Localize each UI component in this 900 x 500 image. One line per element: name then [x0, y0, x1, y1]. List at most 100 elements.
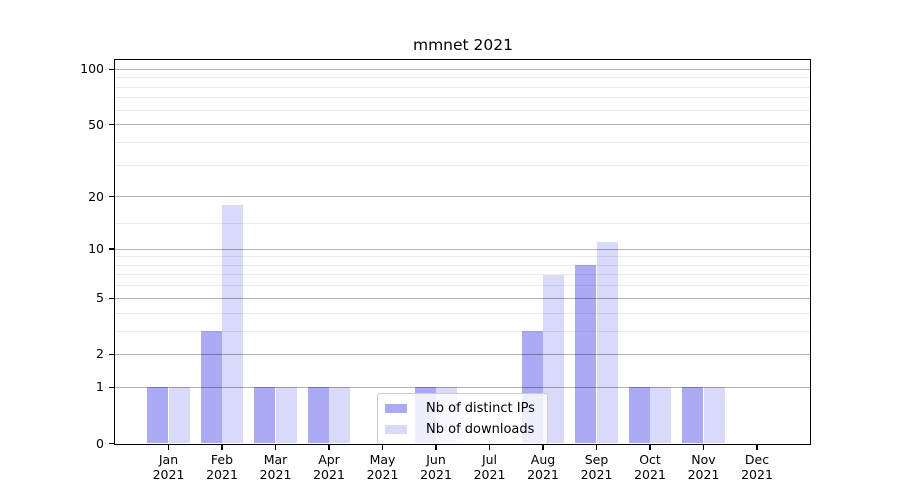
y-tick-2 — [108, 353, 115, 356]
legend-label-distinct-ips: Nb of distinct IPs — [426, 401, 535, 416]
legend-entry-distinct-ips: Nb of distinct IPs — [385, 400, 539, 417]
gridline-y-minor-7 — [115, 274, 811, 276]
x-tick-apr — [328, 443, 330, 450]
x-tick-month-apr: Apr — [318, 451, 340, 467]
bar-downloads-feb — [222, 204, 244, 444]
gridline-y-100 — [115, 68, 811, 70]
bar-downloads-sep — [596, 242, 618, 444]
x-tick-year-nov: 2021 — [687, 467, 720, 482]
legend-swatch-downloads — [385, 424, 407, 435]
y-tick-0 — [108, 442, 115, 445]
x-tick-year-jul: 2021 — [473, 467, 506, 482]
bar-downloads-oct — [650, 387, 672, 444]
gridline-y-minor-70 — [115, 97, 811, 99]
bar-distinct-ips-oct — [628, 387, 650, 444]
bar-distinct-ips-jan — [147, 387, 169, 444]
legend-entry-downloads: Nb of downloads — [385, 421, 539, 438]
y-tick-10 — [108, 248, 115, 250]
bar-distinct-ips-feb — [200, 331, 222, 444]
x-tick-month-may: May — [369, 451, 396, 467]
x-tick-label-sep: Sep 2021 — [565, 452, 629, 483]
x-tick-month-jul: Jul — [481, 451, 498, 467]
x-tick-month-nov: Nov — [691, 451, 716, 467]
gridline-y-minor-9 — [115, 256, 811, 258]
y-tick-100 — [108, 68, 115, 70]
x-tick-year-dec: 2021 — [741, 467, 773, 482]
x-tick-may — [381, 443, 384, 450]
gridline-y-minor-6 — [115, 285, 811, 287]
bar-downloads-apr — [329, 387, 351, 444]
x-tick-year-may: 2021 — [366, 467, 399, 482]
y-tick-label-0: 0 — [96, 435, 104, 451]
x-tick-month-oct: Oct — [639, 451, 661, 467]
x-tick-dec — [756, 443, 758, 450]
x-tick-label-mar: Mar 2021 — [244, 452, 308, 483]
gridline-y-minor-60 — [115, 109, 811, 111]
x-tick-label-nov: Nov 2021 — [672, 452, 736, 483]
gridline-y-50 — [115, 124, 811, 126]
x-tick-label-jun: Jun 2021 — [404, 452, 468, 483]
x-tick-year-sep: 2021 — [580, 467, 613, 482]
gridline-y-2 — [115, 353, 811, 355]
gridline-y-1 — [115, 386, 811, 388]
y-tick-5 — [108, 297, 115, 299]
gridline-y-10 — [115, 248, 811, 250]
x-tick-month-aug: Aug — [530, 451, 556, 467]
bar-distinct-ips-sep — [575, 265, 597, 444]
x-tick-month-dec: Dec — [744, 451, 770, 467]
y-tick-50 — [108, 124, 115, 126]
x-tick-nov — [702, 443, 705, 450]
x-tick-label-jan: Jan 2021 — [137, 452, 201, 483]
bar-distinct-ips-mar — [254, 387, 276, 444]
y-tick-label-100: 100 — [80, 61, 104, 77]
gridline-y-5 — [115, 297, 811, 299]
x-tick-label-oct: Oct 2021 — [618, 452, 682, 483]
legend-swatch-distinct-ips — [385, 403, 407, 414]
x-tick-year-apr: 2021 — [313, 467, 345, 482]
y-tick-label-1: 1 — [96, 379, 104, 395]
x-tick-jan — [167, 443, 170, 450]
bar-downloads-jan — [168, 387, 190, 444]
y-tick-label-50: 50 — [88, 116, 104, 132]
x-tick-jul — [488, 443, 491, 450]
y-tick-label-2: 2 — [96, 346, 104, 362]
legend: Nb of distinct IPs Nb of downloads — [377, 393, 548, 445]
chart-title: mmnet 2021 — [412, 36, 513, 54]
x-tick-year-mar: 2021 — [259, 467, 292, 482]
x-tick-oct — [649, 443, 651, 450]
bar-distinct-ips-apr — [307, 387, 329, 444]
x-tick-mar — [274, 443, 277, 450]
x-tick-year-feb: 2021 — [206, 467, 238, 482]
x-tick-label-jul: Jul 2021 — [458, 452, 522, 483]
gridline-y-minor-30 — [115, 164, 811, 166]
x-tick-month-jan: Jan — [158, 451, 179, 467]
bar-downloads-mar — [275, 387, 297, 444]
x-tick-sep — [595, 443, 598, 450]
x-tick-month-feb: Feb — [210, 451, 234, 467]
legend-label-downloads: Nb of downloads — [426, 422, 535, 437]
x-tick-feb — [221, 443, 223, 450]
bar-downloads-aug — [543, 274, 565, 444]
y-tick-label-5: 5 — [96, 290, 104, 306]
x-tick-year-oct: 2021 — [634, 467, 666, 482]
gridline-y-minor-90 — [115, 77, 811, 79]
x-tick-month-jun: Jun — [426, 451, 446, 467]
x-tick-jun — [435, 443, 437, 450]
y-tick-1 — [108, 386, 115, 388]
bar-downloads-nov — [703, 387, 725, 444]
gridline-y-minor-14 — [115, 223, 811, 225]
x-tick-aug — [542, 443, 544, 450]
gridline-y-20 — [115, 196, 811, 198]
gridline-y-minor-40 — [115, 141, 811, 143]
x-tick-label-aug: Aug 2021 — [511, 452, 575, 483]
x-tick-label-feb: Feb 2021 — [190, 452, 254, 483]
y-tick-label-10: 10 — [88, 241, 104, 257]
x-tick-month-mar: Mar — [263, 451, 288, 467]
x-tick-month-sep: Sep — [584, 451, 609, 467]
gridline-y-minor-3 — [115, 330, 811, 332]
x-tick-year-jan: 2021 — [152, 467, 185, 482]
x-tick-year-jun: 2021 — [420, 467, 452, 482]
y-tick-20 — [108, 195, 115, 198]
x-tick-label-apr: Apr 2021 — [297, 452, 361, 483]
